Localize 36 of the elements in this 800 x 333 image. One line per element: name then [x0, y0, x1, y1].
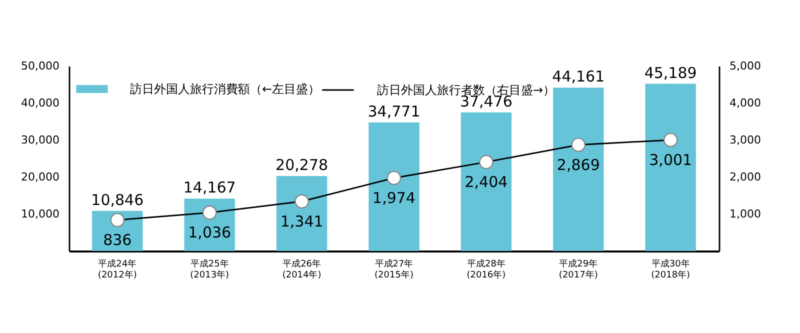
bar — [460, 112, 512, 251]
y-tick-label: 10,000 — [21, 208, 60, 220]
x-tick-label: 平成30年 (2018年) — [651, 258, 690, 280]
x-tick-label: 平成28年 (2016年) — [466, 258, 506, 280]
data-label: 1,974 — [372, 188, 416, 207]
y-tick-label: 20,000 — [21, 170, 60, 184]
y2-tick-label: 4,000 — [730, 96, 761, 110]
y2-tick-label: 1,000 — [730, 208, 761, 220]
x-tick-label: 平成25年 (2013年) — [190, 258, 230, 280]
data-label: 2,869 — [556, 156, 600, 174]
y2-tick-label: 5,000 — [730, 60, 761, 72]
data-label: 14,167 — [183, 178, 236, 197]
bar — [553, 88, 604, 251]
y-tick-label: 40,000 — [21, 96, 60, 110]
data-label: 2,404 — [464, 173, 508, 192]
bar — [368, 122, 420, 251]
data-label: 20,278 — [276, 156, 328, 174]
bar — [645, 84, 696, 251]
y-tick-label: 30,000 — [21, 134, 60, 146]
x-tick-label: 平成24年 (2012年) — [98, 258, 137, 280]
x-tick-label: 平成27年 (2015年) — [374, 258, 414, 280]
data-label: 34,771 — [368, 102, 420, 120]
data-label: 1,341 — [280, 212, 324, 230]
x-tick-label: 平成29年 (2017年) — [558, 258, 598, 280]
data-label: 1,036 — [188, 224, 232, 242]
legend-label: 訪日外国人旅行消費額（←左目盛） — [130, 82, 320, 96]
x-tick-label: 平成26年 (2014年) — [282, 258, 322, 280]
data-label: 45,189 — [644, 64, 697, 82]
data-label: 836 — [103, 231, 132, 250]
data-label: 44,161 — [552, 68, 605, 86]
data-label: 10,846 — [91, 190, 144, 209]
bar — [276, 176, 328, 251]
y2-tick-label: 3,000 — [730, 134, 761, 146]
y-tick-label: 50,000 — [21, 60, 60, 72]
data-label: 3,001 — [649, 150, 692, 169]
y2-tick-label: 2,000 — [730, 170, 761, 184]
